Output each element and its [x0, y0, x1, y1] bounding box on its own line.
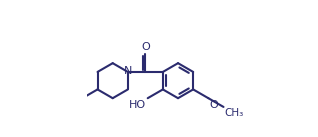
Text: HO: HO [129, 100, 146, 110]
Text: N: N [124, 66, 132, 76]
Text: O: O [141, 42, 150, 52]
Text: CH₃: CH₃ [224, 109, 244, 119]
Text: O: O [210, 100, 218, 110]
